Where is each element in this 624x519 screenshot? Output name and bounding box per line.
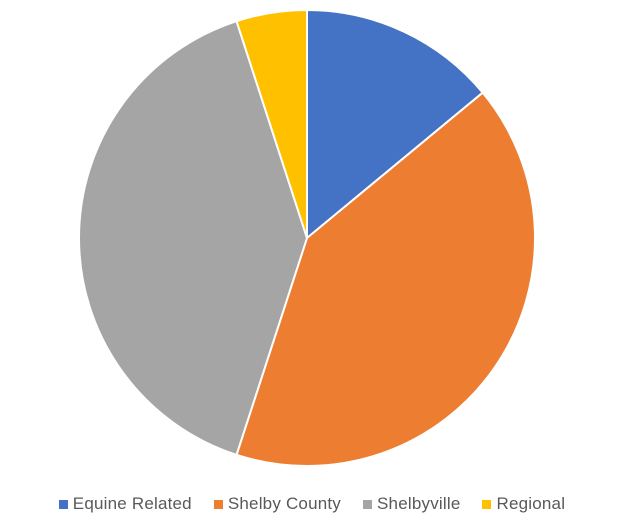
legend-label-shelbyville: Shelbyville <box>377 494 461 513</box>
legend-label-shelby-county: Shelby County <box>227 494 342 513</box>
pie-slice-regional <box>235 8 308 239</box>
pie-slice-shelby-county <box>235 91 536 467</box>
legend-item-equine-related: Equine Related <box>58 494 192 514</box>
legend-swatch-equine-related <box>58 499 68 509</box>
legend-item-shelby-county: Shelby County <box>213 494 342 514</box>
legend-label-regional: Regional <box>496 494 566 513</box>
legend-item-shelbyville: Shelbyville <box>363 494 460 514</box>
legend: Equine Related Shelby County Shelbyville… <box>0 494 624 514</box>
pie-slices <box>78 8 536 467</box>
pie-slice-equine-related <box>306 8 485 241</box>
legend-swatch-regional <box>482 499 492 509</box>
legend-swatch-shelby-county <box>213 499 223 509</box>
legend-item-regional: Regional <box>482 494 565 514</box>
legend-swatch-shelbyville <box>363 499 373 509</box>
pie-slice-shelbyville <box>78 19 309 457</box>
legend-label-equine-related: Equine Related <box>72 494 192 513</box>
